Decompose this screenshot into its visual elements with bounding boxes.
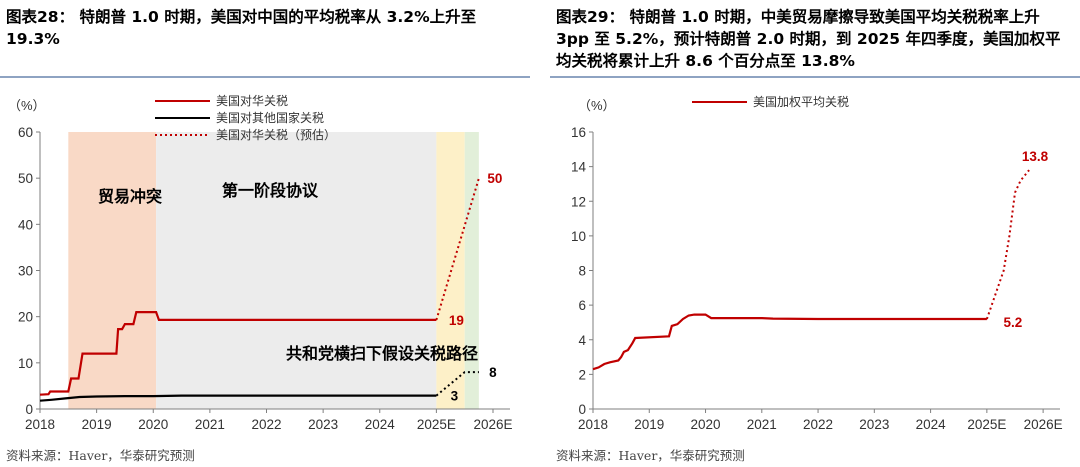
x-tick-label: 2018 bbox=[25, 417, 55, 432]
legend-label: 美国加权平均关税 bbox=[753, 95, 849, 109]
band-phase-one bbox=[156, 132, 437, 409]
y-tick-label: 0 bbox=[25, 402, 33, 417]
y-tick-label: 4 bbox=[578, 333, 586, 348]
annotation-tariff-path: 共和党横扫下假设关税路径 bbox=[286, 344, 478, 363]
right-source-note: 资料来源：Haver，华泰研究预测 bbox=[556, 448, 745, 463]
left-title-rule bbox=[0, 76, 530, 78]
x-tick-label: 2019 bbox=[634, 417, 664, 432]
annotation-trade-war: 贸易冲突 bbox=[98, 187, 162, 206]
x-tick-label: 2021 bbox=[747, 417, 777, 432]
x-tick-label: 2020 bbox=[691, 417, 721, 432]
legend-label: 美国对其他国家关税 bbox=[216, 110, 324, 125]
end-label-others: 3 bbox=[451, 389, 459, 404]
x-tick-label: 2025E bbox=[967, 417, 1006, 432]
x-tick-label: 2020 bbox=[138, 417, 168, 432]
left-chart-title: 图表28： 特朗普 1.0 时期，美国对中国的平均税率从 3.2%上升至19.3… bbox=[6, 8, 477, 48]
y-tick-label: 2 bbox=[578, 367, 586, 382]
y-tick-label: 20 bbox=[18, 310, 33, 325]
y-tick-label: 10 bbox=[18, 356, 33, 371]
series-us-china-tariff bbox=[39, 311, 437, 396]
x-tick-label: 2026E bbox=[1024, 417, 1063, 432]
series-us-others-tariff-forecast bbox=[435, 371, 479, 397]
y-tick-label: 50 bbox=[18, 171, 33, 186]
y-tick-label: 30 bbox=[18, 264, 33, 279]
right-chart-panel: 图表29： 特朗普 1.0 时期，中美贸易摩擦导致美国平均关税税率上升3pp 至… bbox=[550, 0, 1080, 467]
x-tick-label: 2021 bbox=[195, 417, 225, 432]
band-trade-war bbox=[68, 132, 157, 409]
left-source-note: 资料来源：Haver，华泰研究预测 bbox=[6, 448, 195, 463]
end-label-current: 5.2 bbox=[1003, 315, 1022, 330]
x-tick-label: 2025E bbox=[417, 417, 456, 432]
y-tick-label: 0 bbox=[578, 402, 586, 417]
y-tick-label: 6 bbox=[578, 298, 586, 313]
y-tick-label: 16 bbox=[571, 125, 586, 140]
x-tick-label: 2023 bbox=[308, 417, 338, 432]
series-us-weighted-tariff bbox=[592, 313, 987, 371]
annotation-phase-one: 第一阶段协议 bbox=[222, 181, 319, 200]
band-2026e bbox=[464, 132, 479, 409]
left-chart-svg: 0 10 20 30 40 50 60 2018 2019 2020 2021 2022 2023 202… bbox=[8, 94, 513, 432]
y-tick-label: 14 bbox=[571, 160, 587, 175]
end-label-china-forecast: 50 bbox=[487, 171, 502, 186]
y-tick-label: 10 bbox=[571, 229, 586, 244]
legend-label: 美国对华关税（预估） bbox=[216, 128, 336, 142]
y-tick-label: 8 bbox=[578, 264, 586, 279]
x-tick-label: 2022 bbox=[251, 417, 281, 432]
x-tick-label: 2019 bbox=[82, 417, 112, 432]
y-tick-label: 12 bbox=[571, 194, 586, 209]
end-label-others-forecast: 8 bbox=[489, 365, 497, 380]
x-tick-label: 2023 bbox=[859, 417, 889, 432]
series-us-weighted-tariff-forecast bbox=[985, 169, 1030, 320]
x-tick-label: 2018 bbox=[578, 417, 608, 432]
right-chart-title: 图表29： 特朗普 1.0 时期，中美贸易摩擦导致美国平均关税税率上升3pp 至… bbox=[556, 8, 1061, 70]
series-us-others-tariff bbox=[39, 394, 437, 402]
y-unit-label: （%） bbox=[578, 98, 616, 113]
y-unit-label: （%） bbox=[8, 98, 46, 113]
x-tick-label: 2024 bbox=[365, 417, 396, 432]
right-chart-svg: 0 2 4 6 8 10 12 14 16 2018 2019 2020 2021 2022 2023 202… bbox=[571, 95, 1063, 432]
right-title-rule bbox=[550, 76, 1080, 78]
y-tick-label: 60 bbox=[18, 125, 33, 140]
x-tick-label: 2024 bbox=[916, 417, 947, 432]
y-tick-label: 40 bbox=[18, 217, 33, 232]
legend-label: 美国对华关税 bbox=[216, 94, 288, 108]
end-label-china: 19 bbox=[449, 313, 464, 328]
end-label-forecast: 13.8 bbox=[1022, 149, 1049, 164]
left-chart-panel: 图表28： 特朗普 1.0 时期，美国对中国的平均税率从 3.2%上升至19.3… bbox=[0, 0, 530, 467]
x-tick-label: 2026E bbox=[473, 417, 512, 432]
x-tick-label: 2022 bbox=[803, 417, 833, 432]
